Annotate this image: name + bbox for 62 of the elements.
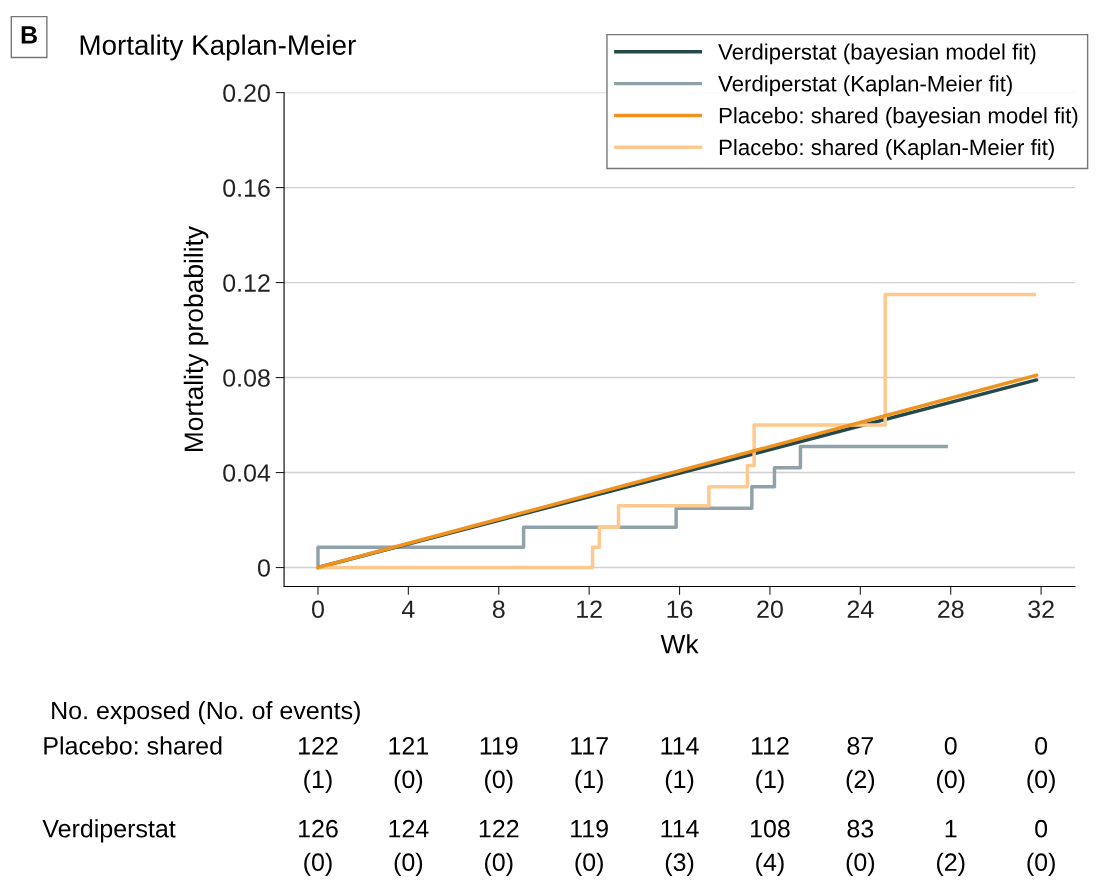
text: 108: [750, 819, 790, 838]
x-tick-label: 12: [577, 600, 602, 618]
y-tick-label: 0.12: [223, 274, 270, 292]
text: 122: [299, 736, 338, 755]
text: Verdiperstat: [42, 819, 176, 843]
text: 124: [389, 819, 429, 838]
text: 122: [479, 819, 519, 838]
text: (1): [575, 769, 603, 794]
text: 114: [661, 820, 699, 838]
x-tick-label: 8: [492, 600, 505, 619]
text: 114: [661, 737, 699, 755]
text: (0): [394, 769, 423, 794]
x-tick-label: 16: [667, 600, 693, 619]
y-tick-label: 0.16: [223, 179, 270, 197]
text: (4): [756, 852, 784, 876]
text: (2): [846, 769, 875, 794]
text: (0): [575, 852, 603, 876]
text: (0): [485, 769, 513, 794]
text: 117: [571, 737, 608, 755]
text: (0): [394, 852, 423, 876]
text: (1): [756, 769, 784, 794]
x-tick-label: 28: [938, 600, 964, 619]
text: 121: [389, 736, 428, 755]
x-tick-label: 20: [757, 600, 783, 619]
text: 112: [751, 736, 789, 755]
text: 0: [1035, 819, 1048, 838]
x-tick-label: 24: [847, 600, 874, 618]
legend-label: Verdiperstat (Kaplan-Meier fit): [718, 75, 1012, 96]
text: 119: [480, 736, 518, 755]
text: (0): [1027, 769, 1055, 794]
text: 83: [847, 819, 874, 838]
text: (3): [665, 852, 694, 876]
chart-title: Mortality Kaplan-Meier: [80, 34, 356, 61]
x-tick-label: 0: [311, 600, 324, 619]
text: B: [21, 26, 37, 44]
text: (2): [936, 852, 965, 876]
y-tick-label: 0: [257, 559, 270, 577]
text: No. exposed (No. of events): [52, 701, 360, 725]
text: (0): [846, 852, 875, 876]
text: 0: [1035, 736, 1048, 755]
text: (0): [936, 769, 965, 794]
x-tick-label: 4: [401, 600, 415, 618]
x-tick-label: 32: [1028, 600, 1054, 619]
text: (0): [304, 852, 332, 876]
y-axis-title: Mortality probability: [183, 225, 209, 452]
text: (0): [485, 852, 513, 876]
legend-label: Placebo: shared (bayesian model fit): [719, 107, 1078, 128]
text: 87: [847, 736, 873, 755]
text: 0: [944, 736, 957, 755]
y-tick-label: 0.04: [223, 464, 271, 482]
text: Placebo: shared: [44, 736, 222, 755]
text: (1): [304, 769, 332, 794]
y-tick-label: 0.20: [223, 84, 270, 102]
legend-label: Verdiperstat (bayesian model fit): [718, 43, 1036, 65]
text: 119: [571, 819, 608, 838]
text: (0): [1027, 852, 1055, 876]
x-axis-title: Wk: [660, 634, 699, 654]
text: (1): [665, 769, 694, 794]
y-tick-label: 0.08: [223, 369, 270, 387]
text: 1: [945, 820, 957, 838]
text: 126: [299, 819, 338, 838]
legend-label: Placebo: shared (Kaplan-Meier fit): [719, 138, 1054, 160]
